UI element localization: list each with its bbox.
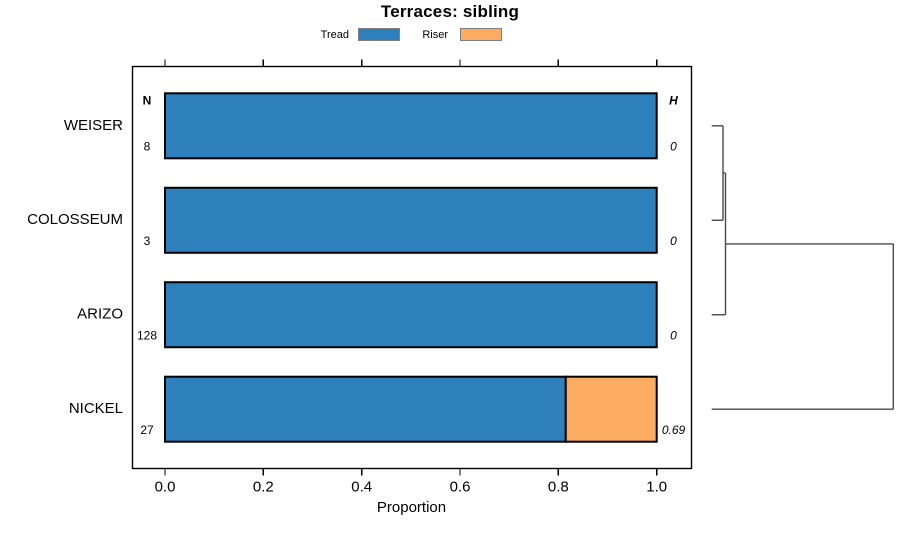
bar-segment-riser [564, 375, 658, 443]
n-value: 8 [144, 139, 151, 153]
h-value: 0 [670, 328, 677, 342]
x-tick-label: 1.0 [646, 478, 667, 495]
bar-segment-tread [164, 92, 658, 160]
h-value: 0 [670, 234, 677, 248]
n-value: 3 [144, 234, 151, 248]
n-column-header: N [143, 94, 152, 108]
x-axis-ticks [164, 59, 658, 476]
bar-segment-tread [164, 186, 658, 254]
bar-series [164, 92, 658, 443]
n-value: 128 [137, 328, 157, 342]
x-axis-tick-labels: 0.0 0.2 0.4 0.6 0.8 1.0 [155, 478, 668, 495]
x-tick-label: 0.4 [351, 478, 372, 495]
legend-swatch-riser [460, 28, 502, 41]
bar-segment-tread [164, 375, 567, 443]
cluster-dendrogram [711, 125, 894, 410]
legend-label-riser: Riser [422, 29, 448, 41]
category-label: WEISER [64, 117, 123, 134]
category-label: NICKEL [69, 400, 123, 417]
h-value: 0 [670, 139, 677, 153]
n-value: 27 [140, 423, 154, 437]
x-tick-label: 0.6 [450, 478, 471, 495]
category-label: ARIZO [77, 306, 123, 323]
x-tick-label: 0.8 [548, 478, 569, 495]
x-tick-label: 0.0 [155, 478, 176, 495]
category-label: COLOSSEUM [27, 211, 123, 228]
legend-label-tread: Tread [320, 29, 349, 41]
x-axis-title: Proportion [376, 499, 447, 516]
n-column-values: 8 3 128 27 [137, 139, 157, 436]
legend-swatch-tread [358, 28, 400, 41]
h-column-values: 0 0 0 0.69 [662, 139, 686, 436]
plot-box [131, 65, 693, 470]
chart-title: Terraces: sibling [380, 2, 520, 21]
x-tick-label: 0.2 [253, 478, 274, 495]
h-value: 0.69 [662, 423, 686, 437]
h-column-header: H [669, 94, 678, 108]
y-axis-category-labels: WEISER COLOSSEUM ARIZO NICKEL [27, 117, 123, 417]
bar-segment-tread [164, 281, 658, 349]
